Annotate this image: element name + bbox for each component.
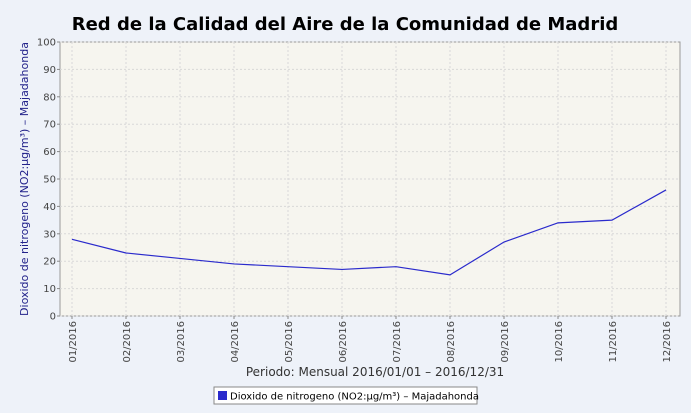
x-tick-label: 08/2016: [446, 321, 457, 363]
x-tick-label: 03/2016: [176, 321, 187, 363]
y-tick-label: 100: [37, 38, 56, 49]
y-tick-label: 10: [43, 284, 56, 295]
chart-title: Red de la Calidad del Aire de la Comunid…: [72, 14, 619, 35]
x-tick-label: 09/2016: [500, 321, 511, 363]
x-tick-label: 02/2016: [122, 321, 133, 363]
x-tick-label: 06/2016: [338, 321, 349, 363]
y-tick-label: 20: [43, 257, 56, 268]
x-tick-label: 10/2016: [554, 321, 565, 363]
y-tick-label: 30: [43, 229, 56, 240]
x-tick-label: 11/2016: [608, 321, 619, 363]
y-tick-label: 50: [43, 175, 56, 186]
x-tick-label: 05/2016: [284, 321, 295, 363]
x-tick-label: 12/2016: [662, 321, 673, 363]
x-axis-label: Periodo: Mensual 2016/01/01 – 2016/12/31: [246, 365, 504, 379]
legend: [213, 386, 478, 405]
legend-label: Dioxido de nitrogeno (NO2:µg/m³) – Majad…: [230, 392, 479, 403]
y-tick-label: 70: [43, 120, 56, 131]
y-tick-label: 60: [43, 147, 56, 158]
line: [71, 189, 667, 276]
y-tick-label: 40: [43, 202, 56, 213]
y-tick-label: 80: [43, 92, 56, 103]
x-tick-label: 07/2016: [392, 321, 403, 363]
legend-swatch: [218, 391, 227, 400]
y-axis-label: Dioxido de nitrogeno (NO2:µg/m³) – Majad…: [18, 42, 31, 316]
x-tick-label: 01/2016: [68, 321, 79, 363]
y-tick-label: 0: [50, 312, 56, 323]
x-tick-label: 04/2016: [230, 321, 241, 363]
y-tick-label: 90: [43, 65, 56, 76]
